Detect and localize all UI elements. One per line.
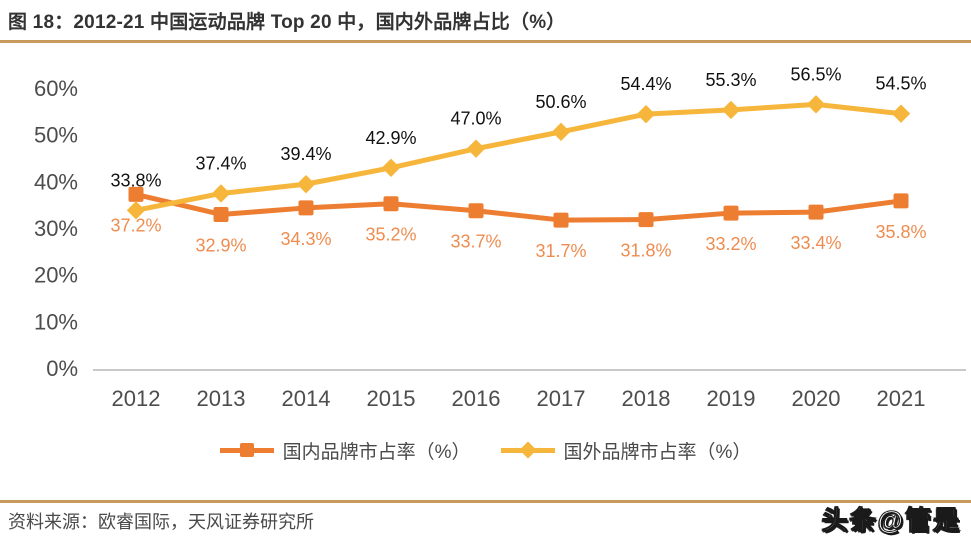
data-point-label: 31.8% xyxy=(620,241,671,261)
square-marker-icon xyxy=(553,212,569,228)
series-line-diamond xyxy=(135,101,902,213)
square-marker-icon xyxy=(239,443,254,457)
chart-plot-area: 0% 10% 20% 30% 40% 50% 60% 2012 2013 2014 2015 2016… xyxy=(34,64,966,411)
diamond-marker-icon xyxy=(381,158,401,177)
footer-separator-line xyxy=(0,500,971,503)
square-marker-icon xyxy=(808,204,824,220)
diamond-marker-icon xyxy=(296,174,316,194)
data-point-label: 56.5% xyxy=(790,64,841,84)
legend-square-marker-icon xyxy=(219,442,274,458)
diamond-marker-icon xyxy=(519,441,536,459)
data-point-label: 35.2% xyxy=(365,225,416,245)
data-point-label: 33.2% xyxy=(705,234,756,254)
data-point-label: 50.6% xyxy=(535,92,586,112)
y-axis-tick-label: 0% xyxy=(46,356,78,381)
data-point-label: 35.8% xyxy=(875,222,926,242)
y-axis-tick-label: 60% xyxy=(34,76,78,101)
data-source-note: 资料来源：欧睿国际，天风证券研究所 xyxy=(8,512,314,532)
data-point-label: 37.4% xyxy=(195,153,246,173)
series-line-square xyxy=(135,191,902,223)
diamond-marker-icon xyxy=(466,139,486,158)
y-axis-tick-label: 50% xyxy=(34,123,78,148)
data-point-label: 42.9% xyxy=(365,128,416,148)
x-axis-tick-label: 2015 xyxy=(367,386,416,411)
data-point-label: 33.7% xyxy=(450,232,501,252)
x-axis-tick-label: 2012 xyxy=(112,386,161,411)
title-separator-line xyxy=(0,40,971,43)
square-marker-icon xyxy=(128,186,144,202)
square-marker-icon xyxy=(298,200,314,216)
diamond-marker-icon xyxy=(211,184,231,203)
toutiao-watermark: 头条@管是 xyxy=(821,505,961,536)
data-point-label: 54.4% xyxy=(620,74,671,94)
x-axis-tick-label: 2019 xyxy=(707,386,756,411)
x-axis-tick-label: 2020 xyxy=(792,386,841,411)
x-axis-tick-label: 2016 xyxy=(452,386,501,411)
data-point-label: 33.8% xyxy=(110,170,161,190)
data-point-label: 47.0% xyxy=(450,109,501,129)
square-marker-icon xyxy=(723,205,739,221)
diamond-marker-icon xyxy=(891,104,911,123)
figure-title: 图 18：2012-21 中国运动品牌 Top 20 中，国内外品牌占比（%） xyxy=(8,12,566,33)
square-marker-icon xyxy=(383,196,399,212)
data-point-label: 37.2% xyxy=(110,215,161,235)
data-point-label: 54.5% xyxy=(875,74,926,94)
data-point-label: 31.7% xyxy=(535,241,586,261)
diamond-marker-icon xyxy=(551,122,571,142)
data-point-label: 33.4% xyxy=(790,233,841,253)
x-axis-tick-label: 2013 xyxy=(197,386,246,411)
x-axis-tick-label: 2017 xyxy=(537,386,586,411)
legend-label-foreign: 国外品牌市占率（%） xyxy=(563,441,752,463)
x-axis-tick-label: 2021 xyxy=(877,386,926,411)
square-marker-icon xyxy=(213,206,229,222)
diamond-marker-icon xyxy=(806,95,826,114)
y-axis-tick-label: 20% xyxy=(34,263,78,288)
chart-legend: 国内品牌市占率（%） 国外品牌市占率（%） xyxy=(0,434,971,466)
legend-item-domestic: 国内品牌市占率（%） xyxy=(219,437,471,464)
y-axis-tick-label: 30% xyxy=(34,216,78,241)
legend-item-foreign: 国外品牌市占率（%） xyxy=(500,437,752,464)
legend-label-domestic: 国内品牌市占率（%） xyxy=(282,441,471,463)
y-axis-tick-label: 10% xyxy=(34,309,78,334)
x-axis-tick-label: 2014 xyxy=(282,386,331,411)
square-marker-icon xyxy=(468,203,484,219)
y-axis-tick-label: 40% xyxy=(34,169,78,194)
diamond-marker-icon xyxy=(126,201,146,220)
legend-diamond-marker-icon xyxy=(500,441,555,459)
diamond-marker-icon xyxy=(721,100,741,120)
data-point-label: 39.4% xyxy=(280,144,331,164)
square-marker-icon xyxy=(638,212,654,228)
data-point-label: 55.3% xyxy=(705,70,756,90)
data-point-label: 32.9% xyxy=(195,235,246,255)
diamond-marker-icon xyxy=(636,104,656,124)
x-axis-tick-label: 2018 xyxy=(622,386,671,411)
data-point-label: 34.3% xyxy=(280,229,331,249)
square-marker-icon xyxy=(893,193,909,209)
